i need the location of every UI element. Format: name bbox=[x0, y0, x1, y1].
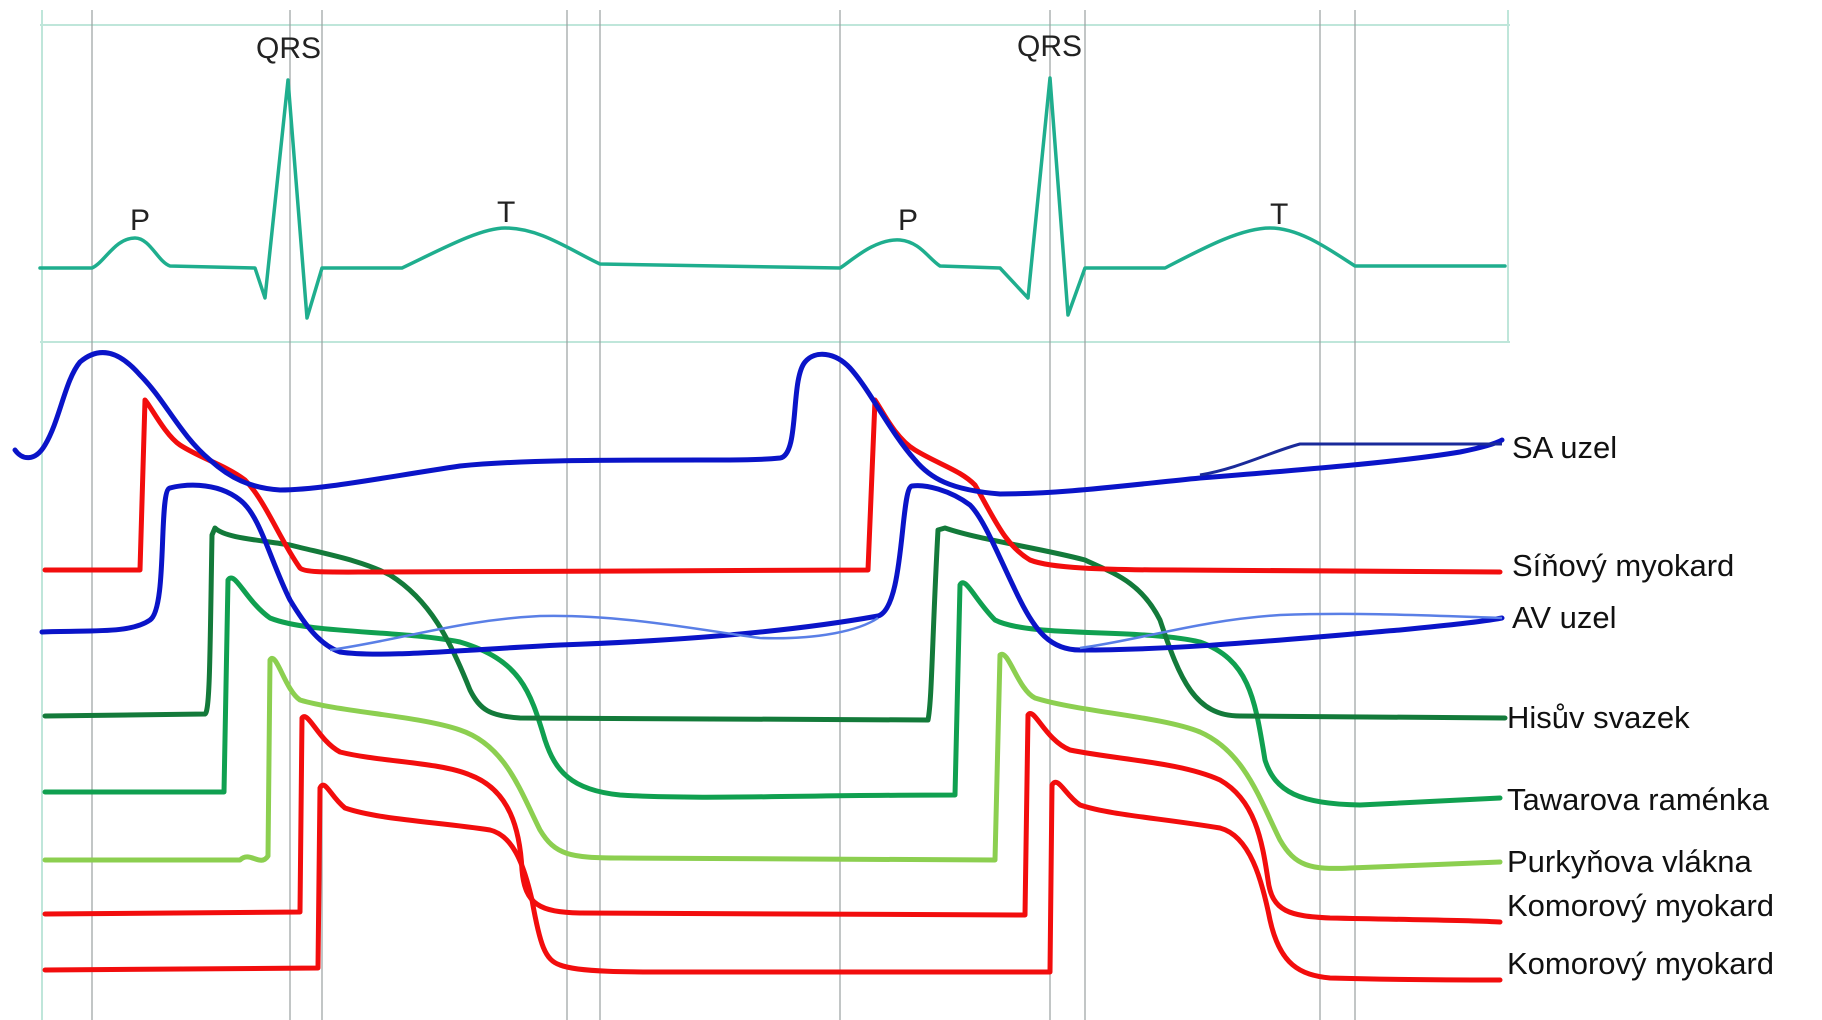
ecg-label-qrs: QRS bbox=[256, 32, 321, 65]
trace-label-tawara-branches: Tawarova raménka bbox=[1507, 782, 1770, 817]
ecg-label-t: T bbox=[1270, 198, 1288, 231]
av-node-trace bbox=[39, 482, 1505, 657]
ecg-wave-labels: P QRS T P QRS T bbox=[130, 30, 1288, 237]
ecg-label-p: P bbox=[130, 204, 150, 237]
trace-label-ventricular-myocardium: Komorový myokard bbox=[1507, 946, 1774, 981]
purkinje-fibers-trace bbox=[42, 651, 1503, 871]
trace-labels: SA uzel Síňový myokard AV uzel Hisův sva… bbox=[1507, 430, 1774, 981]
trace-label-sa-node: SA uzel bbox=[1512, 430, 1617, 465]
ecg-label-p: P bbox=[898, 204, 918, 237]
trace-label-atrial-myocardium: Síňový myokard bbox=[1512, 548, 1734, 583]
time-gridlines bbox=[91, 10, 1356, 1020]
sa-node-trace bbox=[12, 350, 1505, 497]
tawara-branches-trace bbox=[42, 575, 1503, 808]
av-node-faint-trace bbox=[329, 612, 1503, 652]
trace-label-ventricular-myocardium: Komorový myokard bbox=[1507, 888, 1774, 923]
ecg-label-qrs: QRS bbox=[1017, 30, 1082, 63]
trace-label-av-node: AV uzel bbox=[1512, 600, 1617, 635]
trace-label-purkinje-fibers: Purkyňova vlákna bbox=[1507, 844, 1752, 879]
ecg-label-t: T bbox=[497, 196, 515, 229]
trace-label-bundle-of-his: Hisův svazek bbox=[1507, 700, 1690, 735]
sa-node-faint-trace bbox=[1199, 442, 1502, 477]
ventricular-myocardium-2-trace bbox=[42, 780, 1503, 983]
bundle-of-his-trace bbox=[42, 525, 1508, 723]
ventricular-myocardium-1-trace bbox=[42, 711, 1503, 925]
ecg-trace bbox=[38, 76, 1507, 320]
diagram-frame bbox=[40, 10, 1510, 1020]
